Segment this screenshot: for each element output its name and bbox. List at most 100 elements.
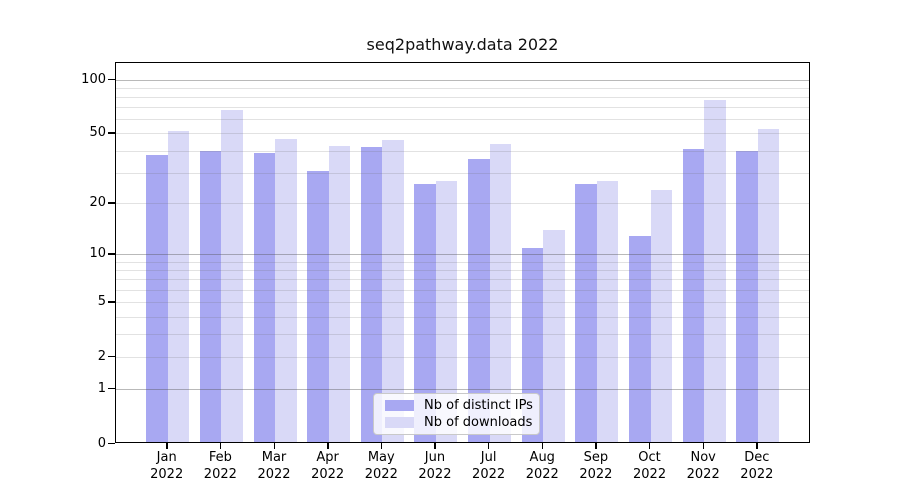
x-axis-tick bbox=[702, 443, 705, 449]
y-tick-label: 0 bbox=[97, 435, 106, 451]
x-axis-tick bbox=[327, 443, 329, 449]
gridline-minor bbox=[116, 150, 809, 152]
x-tick-year: 2022 bbox=[150, 466, 184, 482]
gridlines-layer bbox=[116, 63, 809, 442]
legend-swatch-downloads bbox=[385, 417, 414, 428]
x-tick-month: Mar bbox=[261, 450, 287, 465]
x-axis-tick bbox=[273, 443, 275, 449]
x-tick-month: Dec bbox=[744, 450, 770, 465]
gridline-minor bbox=[116, 334, 809, 336]
bar-oct-series1 bbox=[650, 190, 673, 442]
bar-jun-series0 bbox=[414, 184, 436, 442]
bar-sep-series0 bbox=[575, 184, 597, 442]
gridline-minor bbox=[116, 279, 809, 281]
bar-may-series1 bbox=[382, 140, 404, 442]
y-tick-label: 20 bbox=[89, 195, 106, 211]
bar-jul-series1 bbox=[489, 143, 512, 442]
x-tick-month: Apr bbox=[316, 450, 339, 465]
gridline-minor bbox=[116, 119, 809, 121]
y-axis-tick bbox=[108, 301, 115, 303]
x-tick-month: Jul bbox=[480, 450, 497, 465]
x-tick-year: 2022 bbox=[525, 466, 559, 482]
x-tick-year: 2022 bbox=[311, 466, 345, 482]
gridline-minor bbox=[116, 356, 809, 358]
gridline-minor bbox=[116, 96, 809, 98]
y-axis-tick bbox=[108, 355, 115, 358]
bar-nov-series1 bbox=[704, 100, 726, 442]
bar-mar-series0 bbox=[253, 153, 275, 442]
gridline-minor bbox=[116, 87, 809, 89]
gridline-minor bbox=[116, 261, 809, 263]
legend-item-downloads: Nb of downloads bbox=[385, 414, 539, 431]
gridline-minor bbox=[116, 172, 809, 174]
bar-jun-series1 bbox=[435, 181, 458, 442]
x-tick-month: May bbox=[367, 450, 395, 465]
x-tick-year: 2022 bbox=[203, 466, 237, 482]
gridline-major bbox=[116, 254, 809, 256]
y-axis-tick bbox=[108, 387, 115, 390]
x-axis-tick bbox=[541, 443, 544, 449]
gridline-minor bbox=[116, 302, 809, 304]
x-tick-year: 2022 bbox=[472, 466, 506, 482]
y-tick-label: 2 bbox=[97, 348, 106, 364]
x-tick-label: Jun 2022 bbox=[405, 450, 465, 483]
x-tick-year: 2022 bbox=[633, 466, 667, 482]
gridline-major bbox=[116, 388, 809, 390]
x-tick-label: Feb 2022 bbox=[190, 450, 250, 483]
y-axis-tick bbox=[108, 202, 115, 204]
x-axis-tick bbox=[166, 443, 168, 449]
x-tick-label: May 2022 bbox=[351, 450, 411, 483]
x-tick-label: Aug 2022 bbox=[512, 450, 572, 483]
y-tick-label: 50 bbox=[89, 125, 106, 141]
x-tick-month: Nov bbox=[690, 450, 716, 465]
gridline-minor bbox=[116, 270, 809, 272]
x-axis-tick bbox=[649, 443, 651, 449]
x-tick-year: 2022 bbox=[686, 466, 720, 482]
x-tick-label: Jul 2022 bbox=[459, 450, 519, 483]
bar-aug-series1 bbox=[543, 230, 565, 442]
legend-swatch-distinct-ips bbox=[385, 400, 414, 411]
y-axis-tick bbox=[108, 78, 115, 80]
bar-mar-series1 bbox=[275, 138, 297, 442]
x-tick-label: Oct 2022 bbox=[620, 450, 680, 483]
legend: Nb of distinct IPs Nb of downloads bbox=[373, 393, 540, 435]
x-axis-tick bbox=[380, 443, 383, 449]
x-tick-label: Sep 2022 bbox=[566, 450, 626, 483]
legend-label-distinct-ips: Nb of distinct IPs bbox=[424, 398, 533, 413]
bars-layer bbox=[116, 63, 809, 442]
bar-dec-series0 bbox=[736, 151, 758, 442]
bar-feb-series0 bbox=[199, 151, 222, 442]
bar-nov-series0 bbox=[682, 149, 705, 442]
x-tick-label: Mar 2022 bbox=[244, 450, 304, 483]
x-tick-year: 2022 bbox=[364, 466, 398, 482]
bar-jul-series0 bbox=[468, 159, 490, 442]
gridline-major bbox=[116, 79, 809, 81]
x-tick-label: Jan 2022 bbox=[137, 450, 197, 483]
y-tick-label: 10 bbox=[89, 246, 106, 262]
bar-may-series0 bbox=[360, 147, 383, 442]
bar-jan-series0 bbox=[146, 155, 168, 442]
bar-apr-series1 bbox=[328, 145, 351, 442]
x-axis-tick bbox=[434, 443, 436, 449]
chart-title: seq2pathway.data 2022 bbox=[366, 35, 559, 54]
x-axis-tick bbox=[488, 443, 490, 449]
bar-apr-series0 bbox=[307, 170, 329, 442]
x-tick-month: Aug bbox=[529, 450, 555, 465]
gridline-minor bbox=[116, 316, 809, 318]
x-tick-month: Jun bbox=[424, 450, 446, 465]
x-tick-label: Nov 2022 bbox=[673, 450, 733, 483]
bar-feb-series1 bbox=[221, 110, 243, 442]
y-tick-label: 5 bbox=[97, 294, 106, 310]
x-tick-year: 2022 bbox=[740, 466, 774, 482]
bar-dec-series1 bbox=[757, 129, 780, 442]
x-tick-year: 2022 bbox=[257, 466, 291, 482]
gridline-minor bbox=[116, 107, 809, 109]
x-tick-month: Jan bbox=[156, 450, 177, 465]
bar-oct-series0 bbox=[629, 235, 651, 442]
x-axis-tick bbox=[595, 443, 597, 449]
x-axis-tick bbox=[219, 443, 222, 449]
y-axis-tick bbox=[108, 442, 115, 444]
x-tick-month: Oct bbox=[638, 450, 661, 465]
x-tick-year: 2022 bbox=[418, 466, 452, 482]
x-tick-year: 2022 bbox=[579, 466, 613, 482]
